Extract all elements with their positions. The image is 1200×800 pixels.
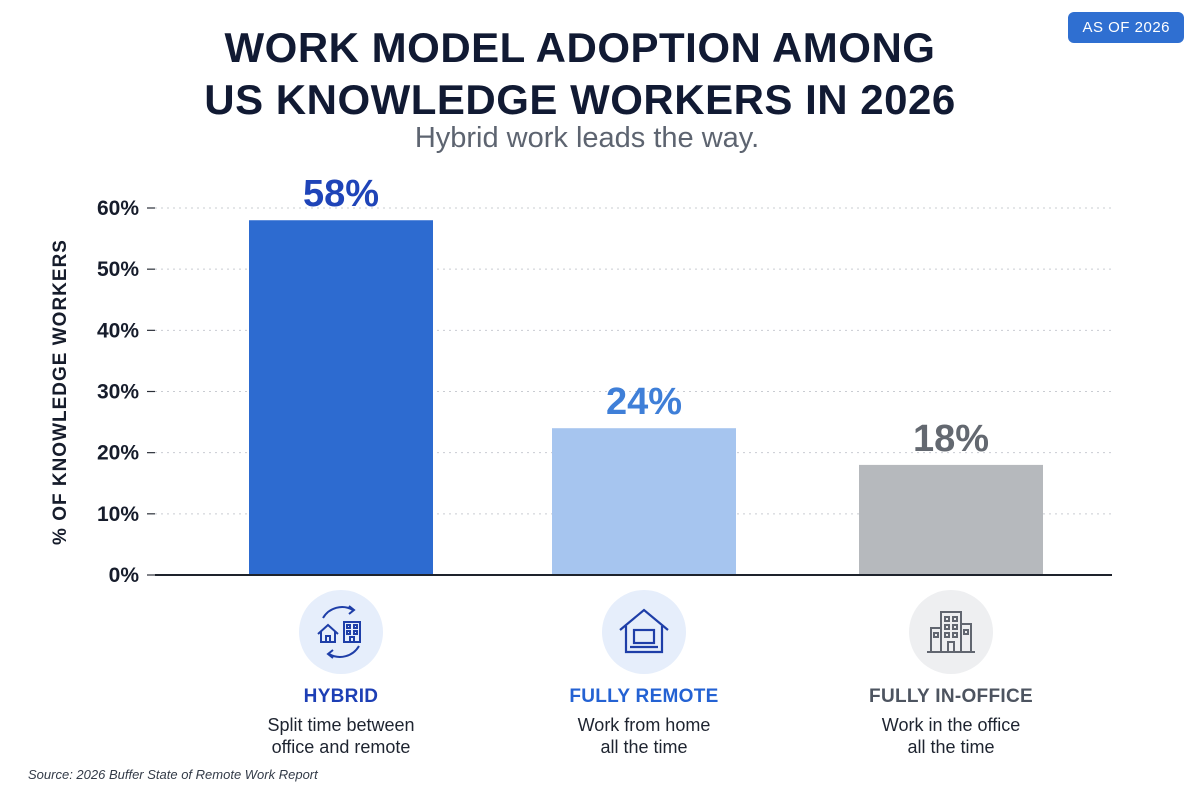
y-axis-label: % OF KNOWLEDGE WORKERS: [50, 239, 71, 545]
category-description-line: Split time between: [267, 715, 415, 735]
category-name: FULLY IN-OFFICE: [869, 686, 1033, 707]
chart-subtitle: Hybrid work leads the way.: [414, 122, 760, 154]
category-name: FULLY REMOTE: [569, 686, 719, 707]
category-hybrid: HYBRID Split time between office and remot…: [211, 590, 471, 758]
category-description: Split time between office and remote: [211, 714, 471, 758]
category-description-line: office and remote: [271, 737, 411, 757]
chart-title: WORK MODEL ADOPTION AMONG US KNOWLEDGE W…: [0, 22, 1160, 126]
home-office-cycle-icon: [299, 590, 383, 674]
bar-fully-remote: [552, 428, 736, 575]
bar-value-label: 18%: [913, 418, 989, 460]
category-description: Work from home all the time: [514, 714, 774, 758]
source-note: Source: 2026 Buffer State of Remote Work…: [28, 767, 318, 782]
bar-value-label: 24%: [606, 381, 682, 423]
bar-value-label: 58%: [303, 173, 379, 215]
y-tick-label: 30%: [97, 381, 139, 404]
category-fully-remote: FULLY REMOTE Work from home all the time: [514, 590, 774, 758]
y-tick-label: 50%: [97, 258, 139, 281]
house-laptop-icon: [602, 590, 686, 674]
category-description-line: all the time: [907, 737, 995, 757]
y-tick-label: 60%: [97, 197, 139, 220]
category-fully-in-office: FULLY IN-OFFICE Work in the office all the…: [821, 590, 1081, 758]
y-tick-label: 10%: [97, 503, 139, 526]
category-name: HYBRID: [303, 686, 379, 707]
category-description-line: Work from home: [577, 715, 711, 735]
category-description-line: Work in the office: [881, 715, 1021, 735]
y-tick-label: 20%: [97, 442, 139, 465]
bar-fully-in-office: [859, 464, 1043, 575]
title-line-2: US KNOWLEDGE WORKERS IN 2026: [204, 76, 956, 123]
bar-hybrid: [249, 220, 433, 575]
bar-chart: 0% 10% 20% 30% 40% 50% 60% % OF KNOWLEDGE WORKE…: [50, 173, 1112, 587]
category-description: Work in the office all the time: [821, 714, 1081, 758]
y-tick-label: 0%: [109, 564, 140, 587]
office-building-icon: [909, 590, 993, 674]
y-tick-label: 40%: [97, 319, 139, 342]
title-line-1: WORK MODEL ADOPTION AMONG: [224, 24, 936, 71]
category-description-line: all the time: [600, 737, 688, 757]
as-of-badge: AS OF 2026: [1068, 12, 1184, 43]
